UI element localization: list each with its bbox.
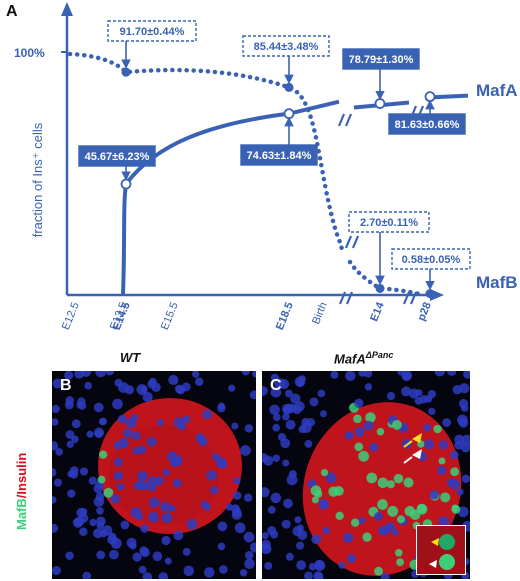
mutant-micrograph: C xyxy=(262,371,470,579)
mafa-series-label: MafA xyxy=(476,81,518,100)
mafa-annotation-p28: 81.63±0.66% xyxy=(388,99,466,135)
panel-label-c: C xyxy=(270,377,282,394)
insulin-stain-label: Insulin xyxy=(14,453,29,495)
wt-micrograph: B xyxy=(52,371,256,579)
y-axis-label: fraction of Ins⁺ cells xyxy=(30,122,45,237)
mafb-annotation-p28: 0.58±0.05% xyxy=(391,248,471,291)
mafb-point xyxy=(375,283,385,293)
mafb-point xyxy=(121,67,131,77)
mafa-annotation-e14-box xyxy=(342,48,420,70)
mafa-annotation-e18-5: 74.63±1.84% xyxy=(240,116,318,166)
mafb-point xyxy=(284,82,294,92)
slash-label: / xyxy=(14,494,29,498)
mafb-annotation-e18-5-box xyxy=(242,35,330,57)
y-axis-arrowhead xyxy=(61,2,73,16)
mafb-series-label: MafB xyxy=(476,273,518,292)
mafb-annotation-p28-text: 0.58±0.05% xyxy=(402,254,461,266)
break-mark xyxy=(402,291,411,305)
mafb-annotation-e14-5: 91.70±0.44% xyxy=(107,20,197,70)
mafa-annotation-e14-text: 78.79±1.30% xyxy=(349,54,414,66)
x-tick-label-e14: E14 xyxy=(368,300,387,323)
mutant-superscript: ΔPanc xyxy=(365,350,394,360)
mafa-point xyxy=(283,108,295,120)
x-tick-label-birth: Birth xyxy=(310,301,330,326)
break-mark xyxy=(351,235,360,249)
mafa-point xyxy=(424,91,436,103)
x-tick-label-p28: p28 xyxy=(416,301,434,323)
mafa-annotation-e18-5-text: 74.63±1.84% xyxy=(247,150,312,162)
axis-breaks xyxy=(337,105,425,305)
mafb-annotation-e14-text: 2.70±0.11% xyxy=(360,217,418,229)
break-mark xyxy=(345,291,354,305)
x-tick-label-e18-5: E18.5 xyxy=(274,301,296,332)
mafa-point xyxy=(120,178,132,190)
mutant-base-label: MafA xyxy=(334,351,366,367)
mafb-stain-label: MafB xyxy=(14,498,29,530)
x-tick-label-e15-5: E15.5 xyxy=(159,301,181,332)
wt-islet-image xyxy=(52,371,256,579)
zoom-inset xyxy=(416,525,466,575)
mafa-annotation-p28-text: 81.63±0.66% xyxy=(395,119,460,131)
mafa-annotation-e14-5-box xyxy=(78,145,156,167)
white-arrow xyxy=(412,449,422,459)
mutant-islet-image xyxy=(262,371,470,579)
mafa-mafb-timecourse-chart: 100% fraction of Ins⁺ cells E12.5 E13.5E1… xyxy=(6,2,518,332)
break-mark xyxy=(337,113,346,127)
break-mark xyxy=(344,113,353,127)
svg-text:MafB/Insulin: MafB/Insulin xyxy=(14,453,29,530)
yellow-arrow xyxy=(412,433,422,443)
break-mark xyxy=(338,291,347,305)
x-tick-label-e12-5: E12.5 xyxy=(60,301,82,332)
panel-label-b: B xyxy=(60,377,72,394)
mafa-line xyxy=(121,99,340,296)
mafa-annotation-e14-5-text: 45.67±6.23% xyxy=(85,151,150,163)
mutant-condition-label: MafAΔPanc xyxy=(334,350,393,366)
break-mark xyxy=(344,235,353,249)
y-tick-label: 100% xyxy=(14,46,45,60)
mafb-annotation-e14: 2.70±0.11% xyxy=(348,211,430,286)
mafb-annotation-p28-box xyxy=(391,248,471,270)
mafb-annotation-e18-5: 85.44±3.48% xyxy=(242,35,330,85)
mafa-annotation-e14: 78.79±1.30% xyxy=(342,48,420,101)
mafa-annotation-e14-5: 45.67±6.23% xyxy=(78,145,156,181)
panel-label-a: A xyxy=(6,3,18,20)
mafb-annotation-e14-5-text: 91.70±0.44% xyxy=(120,26,185,38)
mafb-annotation-e14-5-box xyxy=(107,20,197,42)
break-mark xyxy=(409,291,418,305)
mafa-point xyxy=(374,98,386,109)
stain-legend: MafB/Insulin xyxy=(14,453,29,530)
mafa-annotation-e18-5-box xyxy=(240,144,318,166)
mafa-annotation-p28-box xyxy=(388,113,466,135)
annotations: MafA MafB 45.67±6.23% 74.63±1.84% 78.79±1.30… xyxy=(78,20,518,292)
wt-condition-label: WT xyxy=(120,350,141,365)
mafb-annotation-e14-box xyxy=(348,211,430,233)
chart-axes: 100% fraction of Ins⁺ cells xyxy=(14,2,444,301)
mafb-annotation-e18-5-text: 85.44±3.48% xyxy=(254,41,319,53)
mafb-point xyxy=(425,289,435,299)
